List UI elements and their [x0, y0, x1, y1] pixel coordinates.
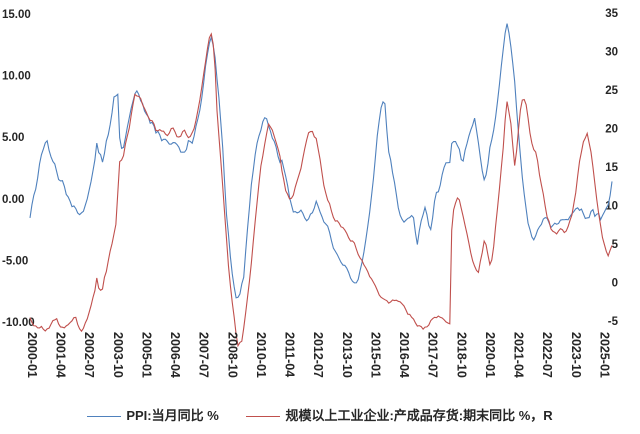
svg-text:35: 35: [605, 8, 618, 20]
svg-text:15.00: 15.00: [2, 9, 31, 21]
svg-text:-10.00: -10.00: [2, 317, 35, 329]
svg-text:20: 20: [605, 124, 618, 136]
svg-text:5: 5: [612, 239, 619, 251]
svg-text:25: 25: [605, 85, 618, 97]
svg-text:5.00: 5.00: [2, 132, 24, 144]
svg-text:15: 15: [605, 162, 618, 174]
svg-text:30: 30: [605, 47, 618, 59]
svg-text:-5: -5: [608, 316, 619, 328]
svg-text:0.00: 0.00: [2, 194, 24, 206]
svg-text:0: 0: [612, 278, 618, 290]
svg-text:10.00: 10.00: [2, 71, 31, 83]
svg-text:-5.00: -5.00: [2, 255, 28, 267]
